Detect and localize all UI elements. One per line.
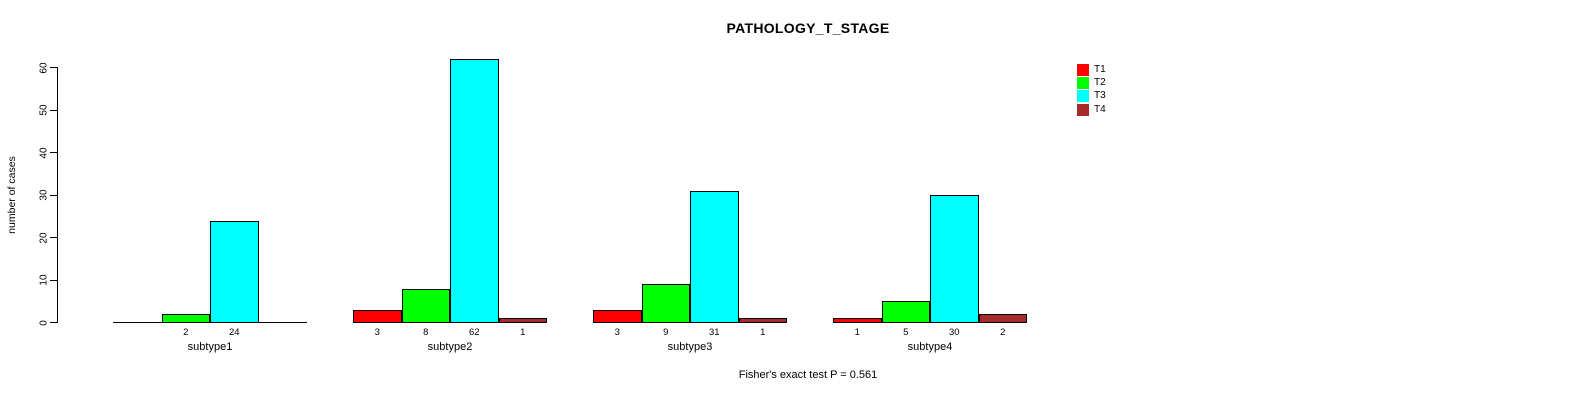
bar-value-label: 3 xyxy=(614,327,620,338)
bar-value-label: 1 xyxy=(854,327,860,338)
legend-entry-t1: T1 xyxy=(1077,63,1106,76)
bar-t3-subtype2 xyxy=(450,59,499,323)
legend-label: T1 xyxy=(1094,63,1106,75)
y-tick-label: 20 xyxy=(38,231,50,244)
bar-t3-subtype1 xyxy=(210,220,259,323)
bar-value-label: 8 xyxy=(423,327,429,338)
y-tick-label: 0 xyxy=(38,319,50,326)
bar-t1-subtype3 xyxy=(593,309,642,323)
y-tick-label: 30 xyxy=(38,189,50,201)
bar-t3-subtype3 xyxy=(690,190,739,323)
bar-value-label: 9 xyxy=(663,327,669,338)
chart-title: PATHOLOGY_T_STAGE xyxy=(726,20,890,36)
bar-value-label: 1 xyxy=(520,327,526,338)
y-tick-label: 50 xyxy=(38,104,50,116)
bar-t2-subtype3 xyxy=(641,284,690,323)
y-tick-label: 40 xyxy=(38,146,50,159)
footnote-text: Fisher's exact test P = 0.561 xyxy=(738,369,878,381)
bar-t4-subtype3 xyxy=(738,318,787,323)
y-tick-mark xyxy=(50,152,57,153)
category-label-subtype4: subtype4 xyxy=(907,341,953,353)
bar-value-label: 31 xyxy=(708,327,720,338)
bar-t3-subtype4 xyxy=(930,195,979,323)
y-tick-mark xyxy=(50,279,57,281)
bar-value-label: 62 xyxy=(468,327,480,338)
y-axis-line xyxy=(57,67,58,323)
y-tick-mark xyxy=(50,237,57,238)
y-tick-mark xyxy=(50,194,57,196)
legend-swatch-icon xyxy=(1077,63,1089,76)
y-tick-mark xyxy=(50,67,57,68)
bar-value-label: 3 xyxy=(374,327,380,338)
bar-t2-subtype1 xyxy=(161,314,210,323)
bar-value-label: 24 xyxy=(228,327,240,338)
legend-label: T2 xyxy=(1094,77,1106,89)
bar-value-label: 2 xyxy=(183,327,189,338)
category-label-subtype1: subtype1 xyxy=(187,341,233,353)
legend-entry-t2: T2 xyxy=(1077,76,1106,90)
y-tick-mark xyxy=(50,322,57,323)
y-tick-label: 10 xyxy=(38,274,50,286)
legend-entry-t3: T3 xyxy=(1077,90,1106,103)
bar-value-label: 30 xyxy=(948,327,960,338)
bar-t1-subtype4 xyxy=(833,318,882,323)
bar-t4-subtype4 xyxy=(978,314,1027,323)
legend-entry-t4: T4 xyxy=(1077,103,1106,116)
legend-swatch-icon xyxy=(1077,90,1089,103)
y-axis-label: number of cases xyxy=(6,156,18,234)
legend-label: T3 xyxy=(1094,90,1106,102)
bar-t4-subtype2 xyxy=(498,318,547,323)
y-tick-mark xyxy=(50,109,57,111)
legend: T1 T2 T3 T4 xyxy=(1077,63,1106,117)
bar-value-label: 1 xyxy=(760,327,766,338)
y-tick-label: 60 xyxy=(38,61,50,74)
legend-swatch-icon xyxy=(1077,77,1089,90)
bar-t1-subtype2 xyxy=(353,309,402,323)
bar-value-label: 2 xyxy=(1000,327,1006,338)
category-label-subtype2: subtype2 xyxy=(427,341,473,353)
bar-t2-subtype2 xyxy=(401,288,450,323)
legend-swatch-icon xyxy=(1077,103,1089,116)
bar-value-label: 5 xyxy=(903,327,909,338)
category-label-subtype3: subtype3 xyxy=(667,341,713,353)
bar-t2-subtype4 xyxy=(881,301,930,323)
legend-label: T4 xyxy=(1094,103,1106,115)
